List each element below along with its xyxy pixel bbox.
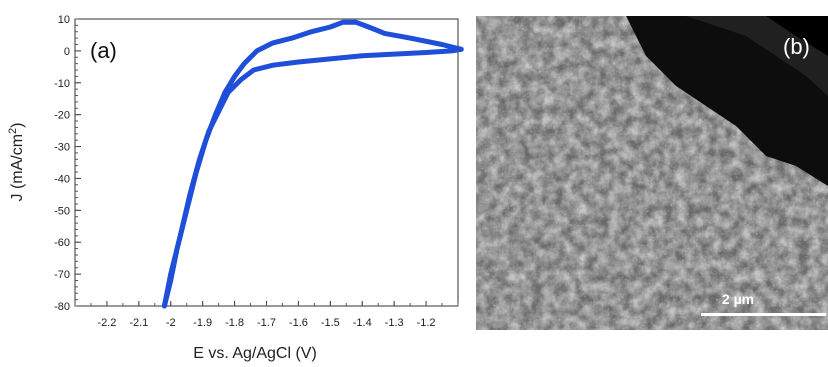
y-tick-label: -60 (54, 237, 70, 249)
y-axis-title-sup: 2 (7, 128, 19, 134)
y-tick-label: -50 (54, 205, 70, 217)
y-tick-label: -70 (54, 269, 70, 281)
x-tick-label: -2 (166, 317, 176, 329)
x-axis-title: E vs. Ag/AgCl (V) (193, 345, 317, 362)
y-axis-title: J (mA/cm2) (7, 123, 26, 202)
y-axis-title-main: J (mA/cm (9, 134, 26, 202)
y-tick-label: -10 (54, 78, 70, 90)
y-axis-title-close: ) (9, 123, 26, 128)
tick-layer (74, 18, 459, 307)
x-tick-label: -1.4 (353, 317, 372, 329)
series-layer (161, 19, 464, 309)
panel-label-a: (a) (90, 38, 117, 63)
y-tick-label: -30 (54, 142, 70, 154)
x-tick-label: -1.6 (289, 317, 308, 329)
y-tick-label: -80 (54, 301, 70, 313)
y-tick-label: -40 (54, 173, 70, 185)
x-tick-label: -1.7 (257, 317, 276, 329)
x-tick-label: -1.2 (417, 317, 436, 329)
x-tick-labels: -2.2 -2.1 -2 -1.9 -1.8 -1.7 -1.6 -1.5 -1.4 -1.3 -1… (97, 317, 435, 329)
x-tick-label: -1.5 (321, 317, 340, 329)
plot-frame (74, 18, 459, 307)
sem-fine-texture (476, 16, 828, 330)
y-tick-labels: 10 0 -10 -20 -30 -40 -50 -60 -70 -80 (54, 14, 70, 313)
scale-bar (701, 313, 826, 316)
scale-bar-label: 2 µm (722, 291, 754, 307)
y-tick-label: 10 (58, 14, 70, 26)
sem-micrograph: (b) 2 µm (476, 16, 828, 330)
x-tick-label: -2.2 (97, 317, 116, 329)
cv-reverse-sweep (161, 46, 464, 309)
panel-label-b: (b) (783, 34, 810, 59)
cv-forward-sweep (161, 19, 464, 309)
x-tick-label: -1.3 (385, 317, 404, 329)
x-tick-label: -1.9 (193, 317, 212, 329)
y-tick-label: -20 (54, 110, 70, 122)
sem-void (766, 16, 828, 56)
sem-dark-region (686, 16, 828, 96)
y-tick-label: 0 (64, 46, 70, 58)
x-tick-label: -2.1 (129, 317, 148, 329)
cv-chart: -2.2 -2.1 -2 -1.9 -1.8 -1.7 -1.6 -1.5 -1.4 -1.3 -1… (7, 14, 464, 362)
x-tick-label: -1.8 (225, 317, 244, 329)
